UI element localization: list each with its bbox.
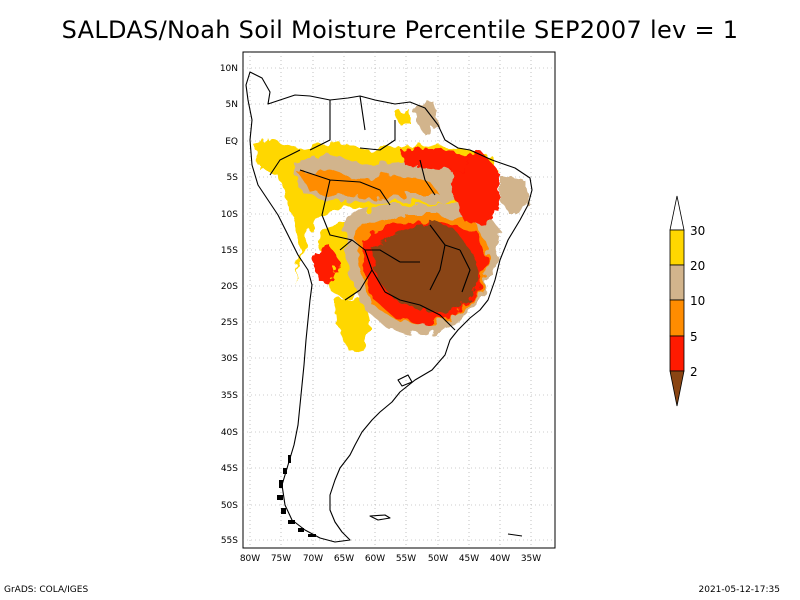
- color-bar-labels: 30 20 10 5 2: [690, 224, 705, 379]
- latitude-labels: 10N 5N EQ 5S 10S 15S 20S 25S 30S 35S 40S…: [220, 64, 238, 546]
- lon-label: 40W: [490, 554, 510, 564]
- legend-label: 5: [690, 330, 698, 344]
- lat-label: 35S: [221, 391, 238, 401]
- lon-label: 70W: [303, 554, 323, 564]
- legend-swatch-2-5: [669, 335, 685, 372]
- lat-label: 50S: [221, 501, 238, 511]
- footer-timestamp: 2021-05-12-17:35: [698, 585, 781, 595]
- map-title: SALDAS/Noah Soil Moisture Percentile SEP…: [61, 16, 739, 44]
- legend-swatch-10-20: [669, 264, 685, 301]
- legend-label: 10: [690, 294, 705, 308]
- fjord-coast: [277, 455, 316, 537]
- continent-outline: [245, 71, 533, 543]
- color-bar: [669, 195, 685, 407]
- field-2-5-north: [400, 148, 470, 172]
- lat-label: 10S: [221, 210, 238, 220]
- lon-label: 80W: [240, 554, 260, 564]
- lat-label: 10N: [220, 64, 238, 74]
- legend-swatch-20-30: [669, 229, 685, 266]
- legend-swatch-lt2: [669, 370, 685, 407]
- lat-label: 40S: [221, 428, 238, 438]
- lat-label: 45S: [221, 464, 238, 474]
- lon-label: 50W: [428, 554, 448, 564]
- lon-label: 75W: [271, 554, 291, 564]
- longitude-labels: 80W 75W 70W 65W 60W 55W 50W 45W 40W 35W: [240, 554, 541, 564]
- legend-label: 30: [690, 224, 705, 238]
- lon-label: 65W: [334, 554, 354, 564]
- field-10-20-amapa: [415, 100, 440, 135]
- field-20-30-argentina: [335, 298, 372, 350]
- legend-label: 20: [690, 259, 705, 273]
- field-20-30-guiana: [395, 110, 412, 125]
- lat-label: 55S: [221, 536, 238, 546]
- lat-label: EQ: [225, 137, 238, 147]
- lat-label: 5N: [226, 100, 238, 110]
- footer-credit: GrADS: COLA/IGES: [4, 585, 89, 595]
- lat-label: 15S: [221, 246, 238, 256]
- lon-label: 35W: [521, 554, 541, 564]
- field-2-5-west: [312, 245, 340, 285]
- field-20-30-colombia: [255, 140, 275, 168]
- lat-label: 25S: [221, 318, 238, 328]
- lon-label: 45W: [459, 554, 479, 564]
- lat-label: 5S: [227, 173, 239, 183]
- lat-label: 20S: [221, 282, 238, 292]
- legend-swatch-5-10: [669, 299, 685, 337]
- field-5-10: [300, 170, 440, 200]
- legend-swatch-gt30: [669, 195, 685, 231]
- legend-label: 2: [690, 365, 698, 379]
- lon-label: 55W: [396, 554, 416, 564]
- lat-label: 30S: [221, 354, 238, 364]
- lon-label: 60W: [365, 554, 385, 564]
- field-lt2-core: [372, 220, 480, 312]
- soil-moisture-field: [255, 100, 530, 350]
- field-10-20-east: [500, 175, 530, 215]
